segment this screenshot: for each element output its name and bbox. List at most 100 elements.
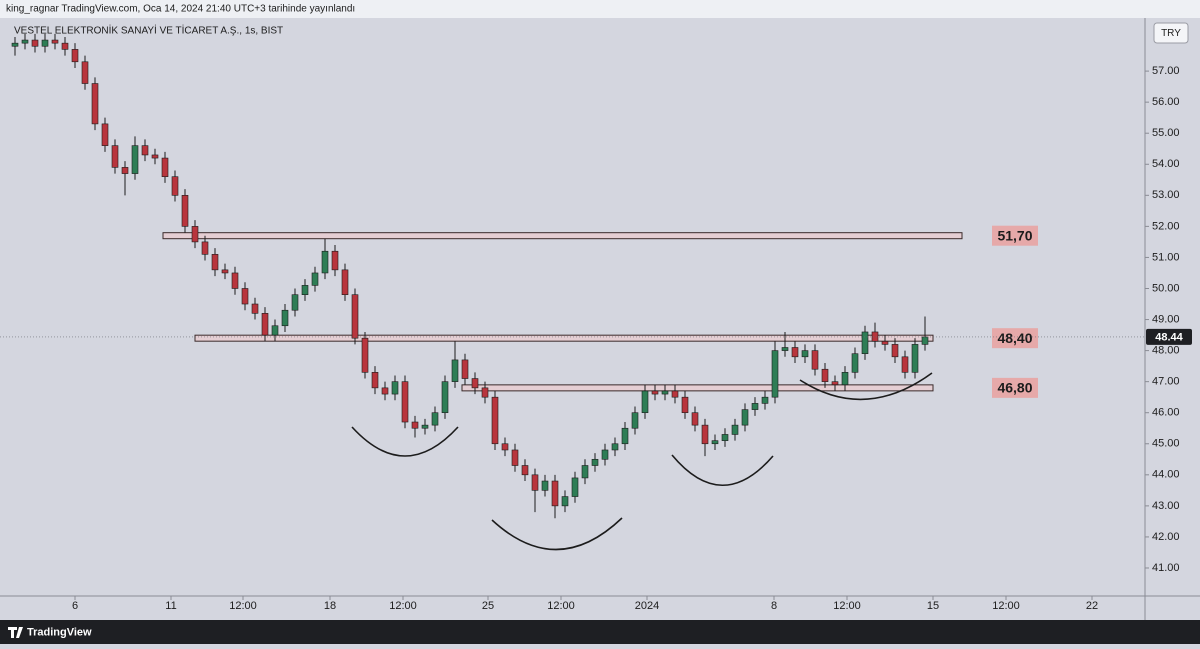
- candle-body: [71, 49, 79, 63]
- candle-body: [391, 381, 399, 395]
- candle-body: [61, 42, 69, 50]
- y-tick-label: 43.00: [1152, 500, 1180, 512]
- candle-body: [751, 403, 759, 410]
- candle-body: [841, 372, 849, 386]
- candle-body: [891, 344, 899, 358]
- last-price-box: [1146, 328, 1192, 345]
- level-label: 48,40: [997, 330, 1032, 346]
- candle-body: [301, 285, 309, 295]
- candle-body: [461, 359, 469, 379]
- candle-body: [621, 427, 629, 445]
- candle-body: [31, 39, 39, 47]
- pattern-arc: [671, 454, 774, 487]
- candle-body: [171, 176, 179, 196]
- y-tick-label: 42.00: [1152, 531, 1180, 543]
- candle-body: [481, 387, 489, 398]
- candle-body: [641, 390, 649, 414]
- candle-body: [261, 313, 269, 336]
- candle-body: [761, 396, 769, 404]
- level-label-box: [992, 225, 1038, 246]
- candle-body: [191, 226, 199, 243]
- level-zone: [461, 384, 934, 392]
- x-tick-label: 12:00: [833, 600, 861, 612]
- y-tick-label: 46.00: [1152, 407, 1180, 419]
- candle-body: [351, 294, 359, 339]
- candle-body: [91, 83, 99, 125]
- candle-body: [311, 272, 319, 286]
- x-tick-label: 8: [771, 600, 777, 612]
- y-tick-label: 57.00: [1152, 65, 1180, 77]
- x-tick-label: 12:00: [389, 600, 417, 612]
- candle-body: [551, 480, 559, 507]
- y-tick-label: 48.00: [1152, 345, 1180, 357]
- x-tick-label: 12:00: [547, 600, 575, 612]
- candle-body: [371, 372, 379, 389]
- x-tick-label: 25: [482, 600, 494, 612]
- plot-area: 41.00 42.00 43.00 44.00 45.00 46.00 47.00 48.00…: [0, 33, 1180, 612]
- candle-body: [181, 195, 189, 227]
- candle-body: [911, 344, 919, 373]
- candle-body: [671, 390, 679, 398]
- candle-body: [631, 412, 639, 429]
- candle-body: [451, 359, 459, 382]
- candle-body: [501, 443, 509, 451]
- candle-body: [731, 424, 739, 435]
- candle-body: [101, 123, 109, 146]
- pattern-arc: [799, 372, 933, 401]
- candle-body: [251, 303, 259, 314]
- candle-body: [521, 465, 529, 476]
- footer-bar: [0, 620, 1200, 644]
- y-tick-label: 41.00: [1152, 562, 1180, 574]
- x-tick-label: 22: [1086, 600, 1098, 612]
- y-tick-label: 54.00: [1152, 158, 1180, 170]
- pattern-arc: [491, 517, 623, 551]
- candle-body: [541, 480, 549, 491]
- candle-body: [781, 347, 789, 351]
- y-tick-label: 45.00: [1152, 438, 1180, 450]
- x-tick-label: 6: [72, 600, 78, 612]
- candle-body: [561, 496, 569, 507]
- candle-body: [381, 387, 389, 395]
- y-tick-label: 53.00: [1152, 189, 1180, 201]
- candle-body: [661, 390, 669, 395]
- candle-body: [201, 241, 209, 255]
- candle-body: [21, 39, 29, 44]
- header-text: king_ragnar TradingView.com, Oca 14, 202…: [6, 4, 355, 15]
- candle-body: [291, 294, 299, 311]
- x-tick-label: 12:00: [229, 600, 257, 612]
- y-tick-label: 52.00: [1152, 220, 1180, 232]
- candle-body: [281, 309, 289, 327]
- candle-body: [591, 458, 599, 466]
- candle-body: [121, 167, 129, 174]
- currency-button[interactable]: [1153, 22, 1189, 44]
- level-label-box: [992, 328, 1038, 349]
- brand-logo: [8, 627, 23, 638]
- candle-body: [231, 272, 239, 289]
- candle-body: [801, 350, 809, 358]
- candle-body: [11, 42, 19, 47]
- candle-body: [491, 396, 499, 445]
- candle-body: [41, 39, 49, 47]
- candle-body: [241, 288, 249, 305]
- candle-body: [871, 331, 879, 342]
- currency-label[interactable]: TRY: [1161, 28, 1181, 39]
- candle-body: [161, 157, 169, 177]
- level-label-box: [992, 377, 1038, 398]
- level-label: 46,80: [997, 380, 1032, 396]
- candle-body: [221, 269, 229, 274]
- candle-body: [921, 336, 929, 345]
- candle-body: [611, 443, 619, 451]
- level-zone: [194, 334, 934, 342]
- candle-body: [861, 331, 869, 355]
- candle-body: [901, 356, 909, 373]
- y-tick-label: 50.00: [1152, 282, 1180, 294]
- candle-body: [111, 145, 119, 168]
- candle-body: [811, 350, 819, 370]
- candle-body: [681, 396, 689, 414]
- candle-body: [441, 381, 449, 414]
- y-tick-label: 49.00: [1152, 313, 1180, 325]
- candle-body: [421, 424, 429, 429]
- candle-body: [131, 145, 139, 174]
